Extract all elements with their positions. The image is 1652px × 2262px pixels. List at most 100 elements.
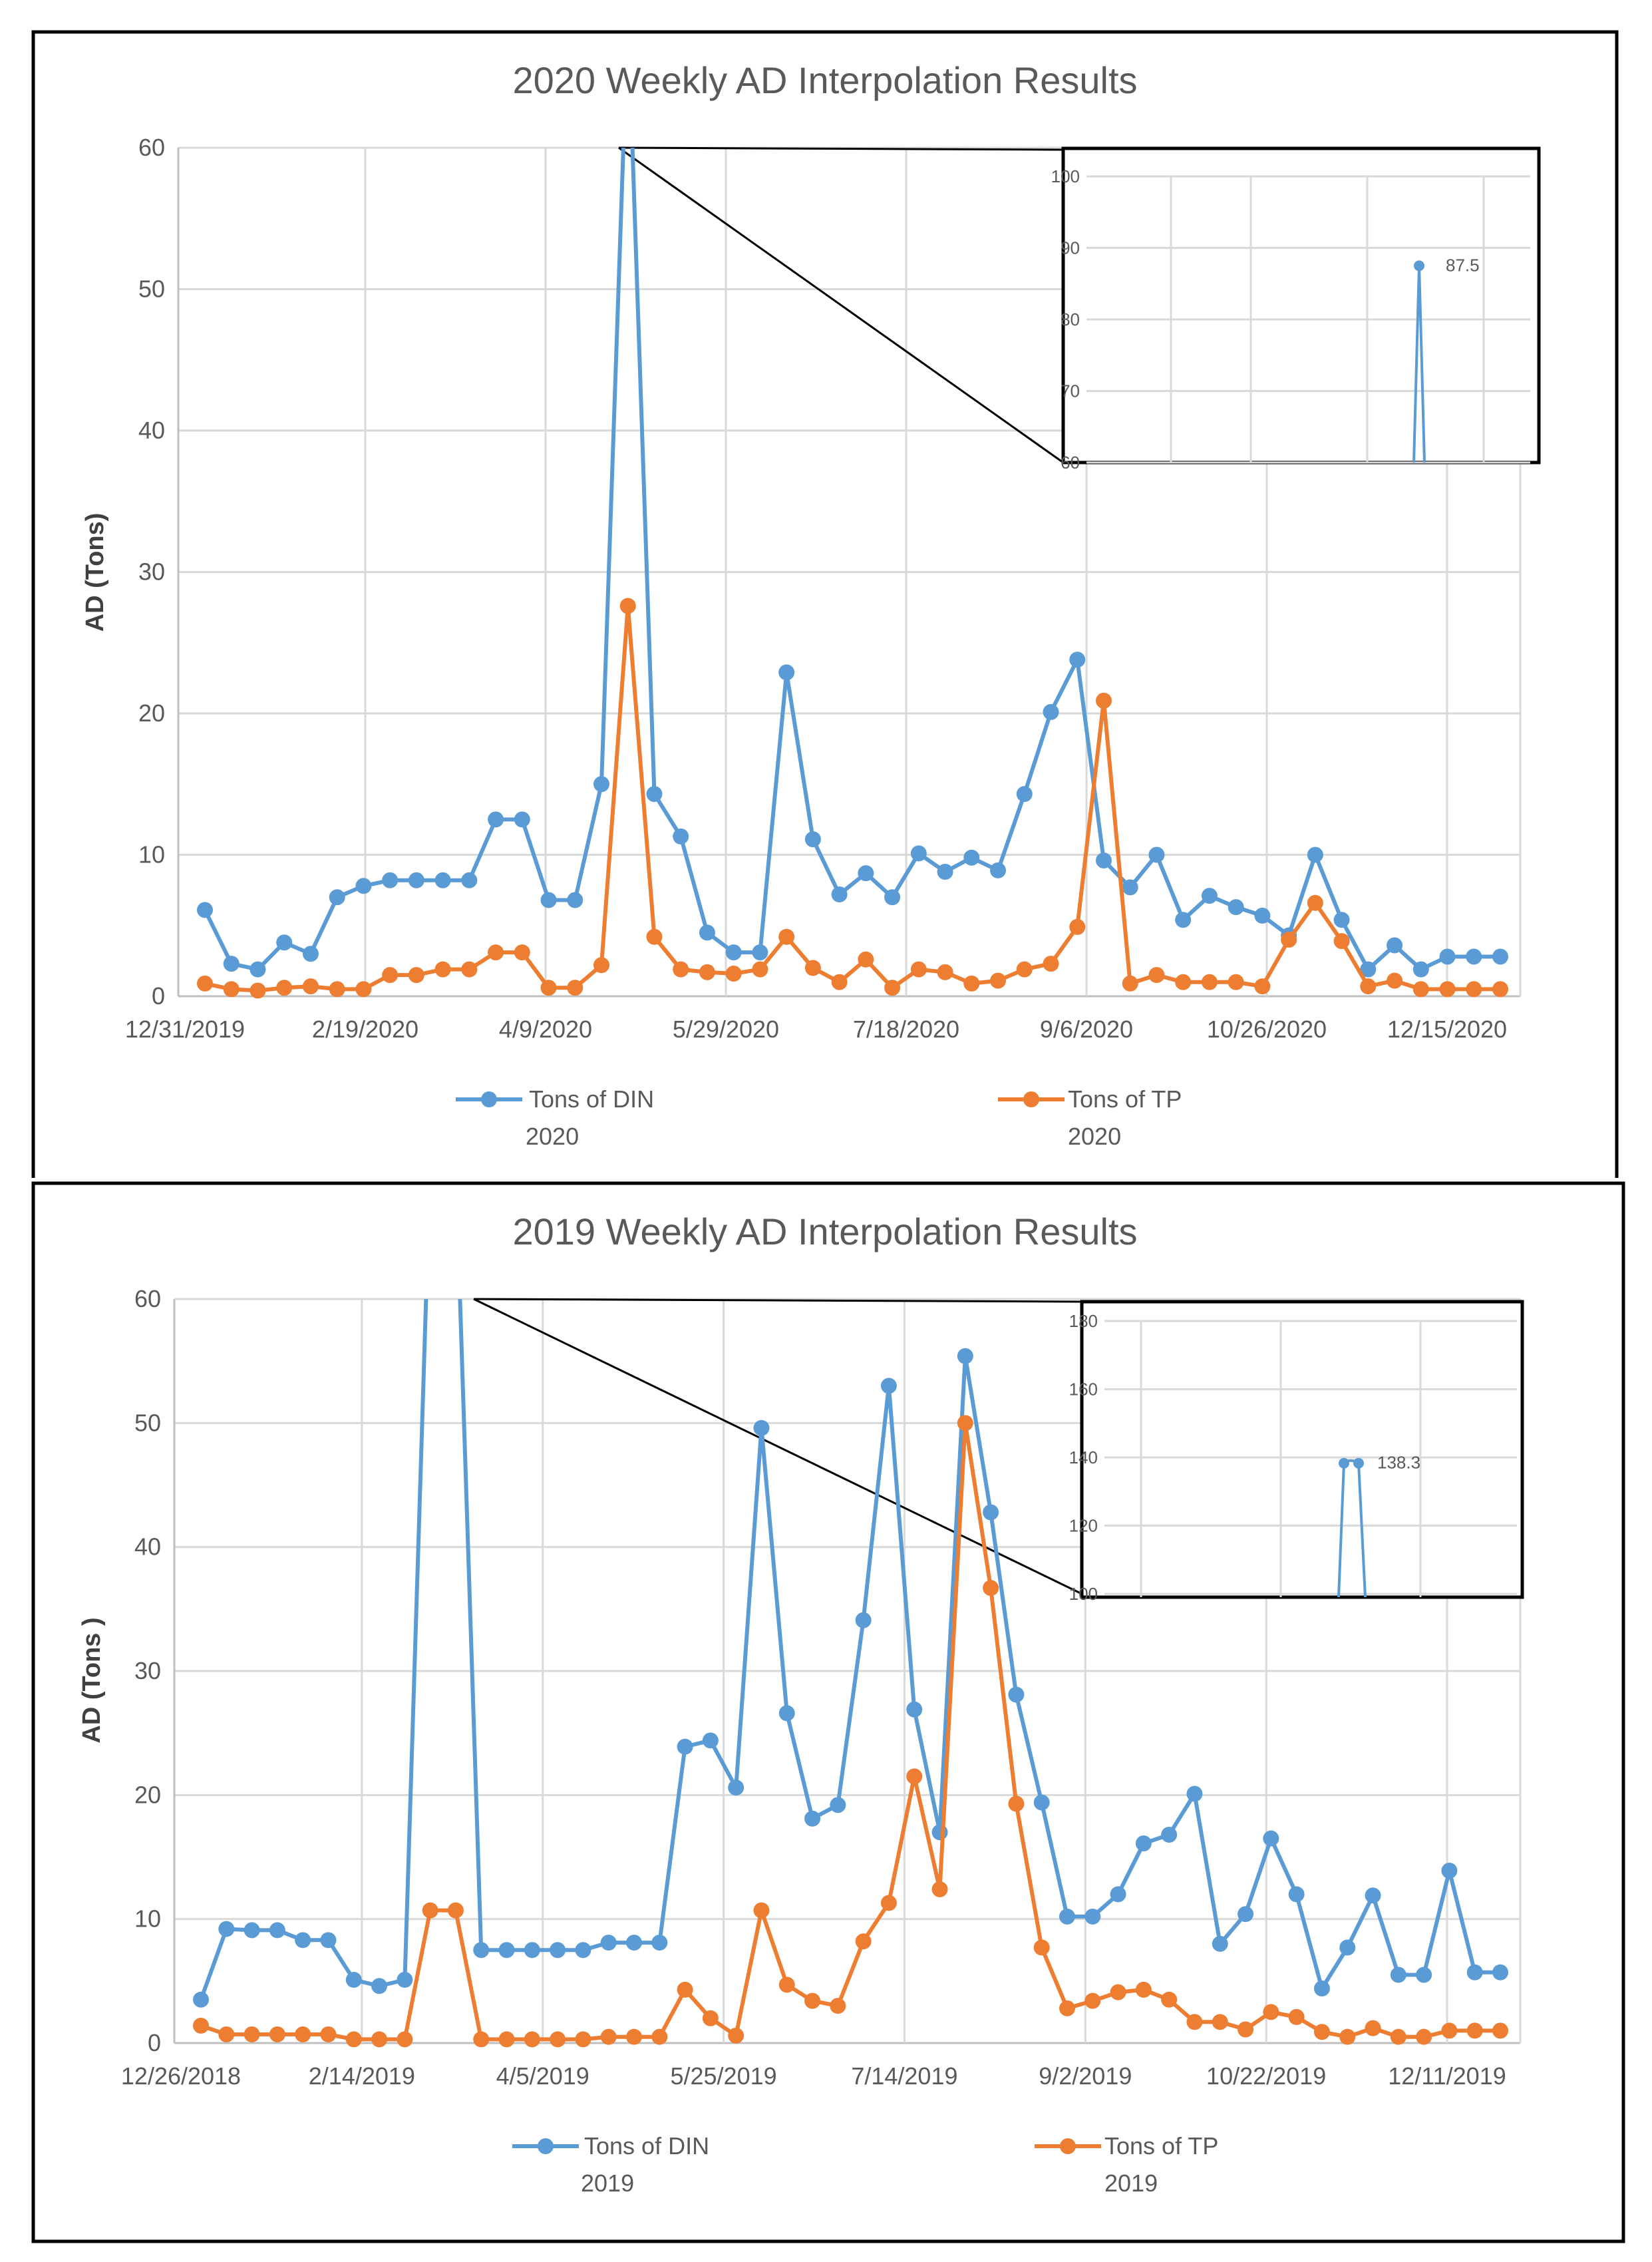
data-point-tp-2019 xyxy=(830,1998,846,2014)
data-point-tp-2019 xyxy=(1390,2028,1406,2045)
data-point-tp-2019 xyxy=(1135,1981,1152,1998)
data-point-tp-2019 xyxy=(702,2010,719,2026)
data-point-din-2019 xyxy=(778,1705,795,1722)
data-point-din-2019 xyxy=(855,1612,872,1628)
data-point-tp-2020 xyxy=(302,978,319,995)
data-point-tp-2020 xyxy=(1043,956,1059,972)
inset-frame-2019 xyxy=(1080,1300,1524,1599)
data-point-tp-2020 xyxy=(488,944,504,961)
data-point-din-2019 xyxy=(906,1701,923,1718)
data-point-din-2020 xyxy=(382,872,399,888)
data-point-tp-2019 xyxy=(906,1768,923,1785)
data-point-tp-2020 xyxy=(355,981,372,998)
zoom-connector-top xyxy=(618,146,1064,151)
data-point-din-2019 xyxy=(1033,1794,1050,1811)
chart-2020-x-tick: 4/9/2020 xyxy=(499,1016,592,1043)
data-point-din-2020 xyxy=(752,944,768,961)
data-point-din-2020 xyxy=(1043,703,1059,720)
legend-din-2019-year: 2019 xyxy=(581,2169,634,2197)
data-point-din-2020 xyxy=(1148,847,1165,863)
chart-2020-y-tick: 40 xyxy=(138,417,165,444)
data-point-tp-2020 xyxy=(1466,981,1482,998)
data-point-din-2020 xyxy=(1387,937,1403,954)
chart-2020-ylabel: AD (Tons) xyxy=(81,513,109,632)
data-point-din-2019 xyxy=(1441,1862,1458,1879)
data-point-din-2019 xyxy=(1161,1826,1178,1843)
data-point-tp-2019 xyxy=(778,1977,795,1993)
chart-2019-ylabel: AD (Tons ) xyxy=(78,1617,106,1743)
inset-y-tick-2019: 140 xyxy=(1069,1447,1098,1467)
inset-y-tick-2020: 70 xyxy=(1061,381,1080,401)
data-point-tp-2019 xyxy=(473,2031,490,2048)
data-point-tp-2019 xyxy=(1186,2014,1203,2030)
zoom-connector-top xyxy=(473,1298,1082,1303)
data-point-tp-2019 xyxy=(1441,2022,1458,2039)
data-point-din-2020 xyxy=(1254,907,1271,924)
chart-2020-zoom-connector xyxy=(618,146,1064,464)
data-point-din-2019 xyxy=(1492,1964,1508,1980)
data-point-din-2019 xyxy=(1059,1908,1075,1925)
chart-2020-x-tick: 10/26/2020 xyxy=(1207,1016,1327,1043)
data-point-tp-2020 xyxy=(1387,972,1403,989)
data-point-din-2019 xyxy=(1365,1887,1381,1904)
data-point-din-2020 xyxy=(1412,961,1429,978)
data-point-tp-2020 xyxy=(1254,978,1271,995)
chart-2020-x-tick: 12/31/2019 xyxy=(125,1016,245,1043)
data-point-tp-2019 xyxy=(728,2027,744,2044)
data-point-tp-2019 xyxy=(320,2026,337,2042)
chart-2019-x-tick: 9/2/2019 xyxy=(1039,2062,1132,2090)
data-point-tp-2019 xyxy=(880,1895,897,1911)
legend-tp-2020-year: 2020 xyxy=(1068,1123,1121,1150)
data-point-din-2020 xyxy=(302,946,319,962)
data-point-tp-2020 xyxy=(699,964,715,980)
chart-2019-svg: 2019 Weekly AD Interpolation Results AD … xyxy=(31,1181,1625,2243)
data-point-din-2020 xyxy=(1466,948,1482,965)
data-point-tp-2019 xyxy=(1416,2028,1432,2045)
chart-2020-title: 2020 Weekly AD Interpolation Results xyxy=(512,59,1137,101)
legend-tp-2019-label: Tons of TP xyxy=(1104,2132,1218,2160)
data-point-din-2020 xyxy=(937,864,953,880)
data-point-din-2019 xyxy=(651,1935,668,1951)
data-point-tp-2019 xyxy=(193,2017,209,2034)
data-point-din-2019 xyxy=(931,1824,948,1841)
chart-2019-x-tick: 12/26/2018 xyxy=(121,2062,241,2090)
chart-2019-y-tick: 50 xyxy=(134,1409,161,1436)
chart-2019-y-tick: 60 xyxy=(134,1285,161,1312)
data-point-tp-2019 xyxy=(1365,2020,1381,2036)
data-point-tp-2020 xyxy=(567,980,583,996)
data-point-tp-2020 xyxy=(910,961,927,978)
inset-y-tick-2019: 160 xyxy=(1069,1380,1098,1400)
data-point-tp-2020 xyxy=(1439,981,1456,998)
data-point-din-2020 xyxy=(461,872,478,888)
chart-2020-y-tick-labels: 0 10 20 30 40 50 60 xyxy=(138,134,165,1010)
data-point-din-2020 xyxy=(593,776,610,793)
data-point-din-2019 xyxy=(1135,1835,1152,1852)
series-line-din-2019 xyxy=(199,1299,1500,2000)
chart-2019-legend: Tons of DIN 2019 Tons of TP 2019 xyxy=(512,2132,1218,2197)
data-point-tp-2020 xyxy=(937,964,953,980)
data-point-din-2020 xyxy=(1439,948,1456,965)
chart-2019-frame xyxy=(31,1181,1625,2243)
data-point-tp-2019 xyxy=(244,2026,260,2042)
data-point-tp-2019 xyxy=(550,2031,566,2048)
data-point-tp-2019 xyxy=(1339,2028,1356,2045)
chart-2020-y-tick: 20 xyxy=(138,699,165,727)
legend-din-2020-marker xyxy=(481,1091,497,1107)
chart-2020-x-tick: 9/6/2020 xyxy=(1040,1016,1133,1043)
data-point-tp-2020 xyxy=(223,981,240,998)
data-point-tp-2019 xyxy=(1008,1795,1025,1812)
data-point-din-2019 xyxy=(1186,1786,1203,1802)
data-point-din-2019 xyxy=(218,1921,235,1937)
data-point-tp-2019 xyxy=(931,1881,948,1897)
inset-y-tick-2020: 100 xyxy=(1051,166,1080,186)
data-point-din-2020 xyxy=(540,892,557,908)
inset-y-tick-2019: 180 xyxy=(1069,1311,1098,1331)
chart-2019-x-tick: 12/11/2019 xyxy=(1388,2062,1506,2090)
data-point-tp-2020 xyxy=(540,980,557,996)
data-point-din-2020 xyxy=(1201,888,1218,904)
data-point-tp-2020 xyxy=(408,967,424,984)
data-point-din-2020 xyxy=(673,828,689,845)
data-point-din-2020 xyxy=(884,889,901,906)
data-point-din-2019 xyxy=(1084,1908,1101,1925)
data-point-din-2019 xyxy=(880,1378,897,1394)
